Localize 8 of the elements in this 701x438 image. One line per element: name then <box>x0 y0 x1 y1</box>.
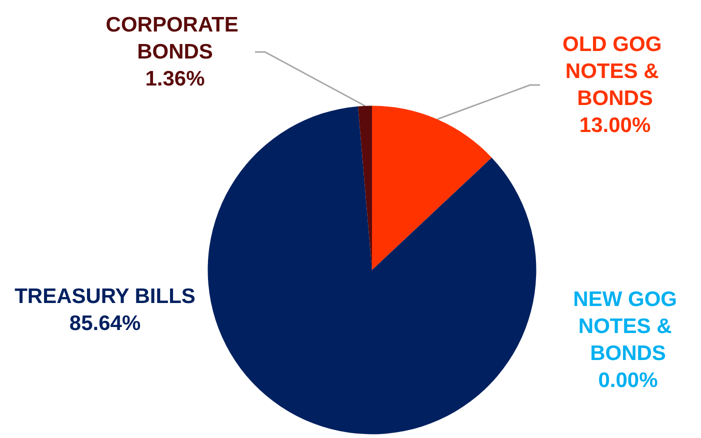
text: 0.00% <box>598 369 658 392</box>
slice-label: TREASURY BILLS <box>14 285 196 308</box>
data-label: 1.36% <box>145 68 206 90</box>
category-label: NEW GOG NOTES & BONDS <box>573 288 678 365</box>
slice-label: CORPORATE BONDS <box>106 14 244 64</box>
data-label: 85.64% <box>69 312 141 335</box>
slice-label: OLD GOG NOTES & BONDS <box>562 33 668 110</box>
data-label: 13.00% <box>579 114 651 137</box>
